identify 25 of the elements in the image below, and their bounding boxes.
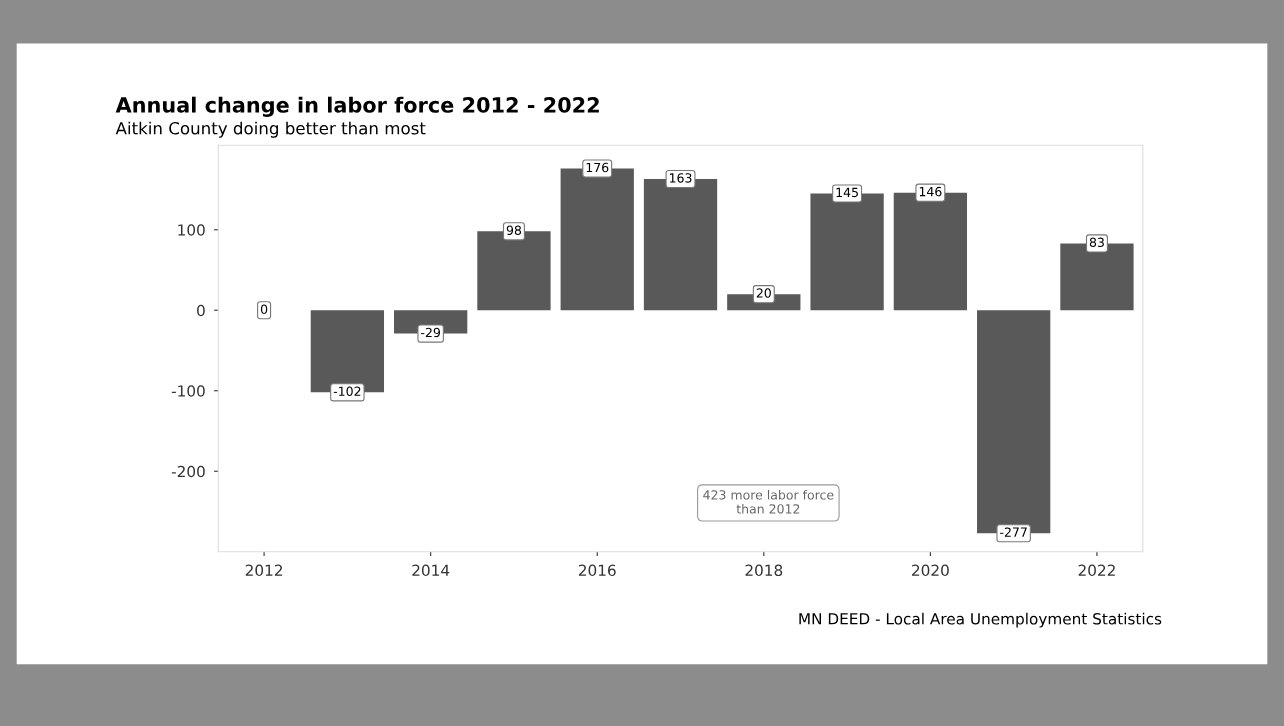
data-label: -102 <box>333 386 361 396</box>
y-tick-label: -200 <box>171 465 205 478</box>
annotation: 423 more labor force than 2012 <box>703 489 834 514</box>
y-tick-label: -100 <box>171 385 205 397</box>
data-label: -277 <box>1000 527 1027 537</box>
data-label: -29 <box>421 327 440 338</box>
x-tick-label: 2016 <box>578 564 616 577</box>
data-label: 98 <box>506 225 522 235</box>
data-label: 163 <box>669 173 692 183</box>
x-tick-label: 2020 <box>912 564 949 577</box>
data-label: 20 <box>756 288 771 298</box>
data-label: 145 <box>836 187 858 198</box>
y-tick-label: 0 <box>197 304 205 317</box>
data-label: 0 <box>260 304 268 314</box>
chart-title: Annual change in labor force 2012 - 2022 <box>115 96 599 118</box>
x-tick-label: 2014 <box>412 564 450 577</box>
data-label: 146 <box>919 186 942 197</box>
x-tick-label: 2022 <box>1078 564 1115 577</box>
data-label: 83 <box>1089 237 1104 248</box>
x-tick-label: 2012 <box>245 564 282 577</box>
text: MN DEED - Local Area Unemployment Statistics <box>799 612 1162 628</box>
x-tick-label: 2018 <box>745 564 783 577</box>
chart-subtitle: Aitkin County doing better than most <box>115 121 426 138</box>
data-label: 176 <box>586 162 609 173</box>
y-tick-label: 100 <box>178 224 205 236</box>
